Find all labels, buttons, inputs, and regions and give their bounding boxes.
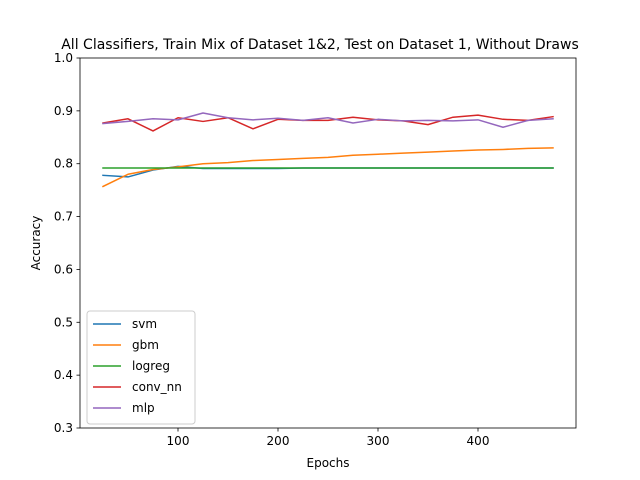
series-layer — [101, 112, 554, 188]
legend-box — [86, 310, 196, 425]
series-line-gbm — [101, 147, 554, 188]
y-tick-label: 1.0 — [54, 51, 73, 65]
x-tick-label: 300 — [367, 434, 390, 448]
chart-title: All Classifiers, Train Mix of Dataset 1&… — [61, 37, 579, 53]
legend-label-mlp: mlp — [132, 401, 155, 415]
y-tick-label: 0.4 — [54, 368, 73, 382]
y-axis-label: Accuracy — [29, 216, 43, 271]
legend-label-svm: svm — [132, 317, 157, 331]
x-tick-label: 400 — [467, 434, 490, 448]
x-tick-label: 100 — [167, 434, 190, 448]
x-tick-label: 200 — [267, 434, 290, 448]
legend-label-logreg: logreg — [132, 359, 170, 373]
x-axis-label: Epochs — [307, 456, 350, 470]
legend-label-conv_nn: conv_nn — [132, 380, 182, 394]
legend-label-gbm: gbm — [132, 338, 159, 352]
axes-layer: 100 200 300 400 0.3 0.4 0.5 0.6 0.7 0.8 0.9 1.0 — [54, 51, 577, 448]
y-tick-label: 0.7 — [54, 210, 73, 224]
y-tick-label: 0.3 — [54, 421, 73, 435]
y-tick-label: 0.9 — [54, 104, 73, 118]
series-line-conv_nn — [102, 114, 554, 132]
series-line-mlp — [102, 112, 554, 128]
y-tick-label: 0.8 — [54, 157, 73, 171]
y-tick-label: 0.5 — [54, 315, 73, 329]
axes-frame — [79, 57, 577, 429]
y-tick-label: 0.6 — [54, 262, 73, 276]
